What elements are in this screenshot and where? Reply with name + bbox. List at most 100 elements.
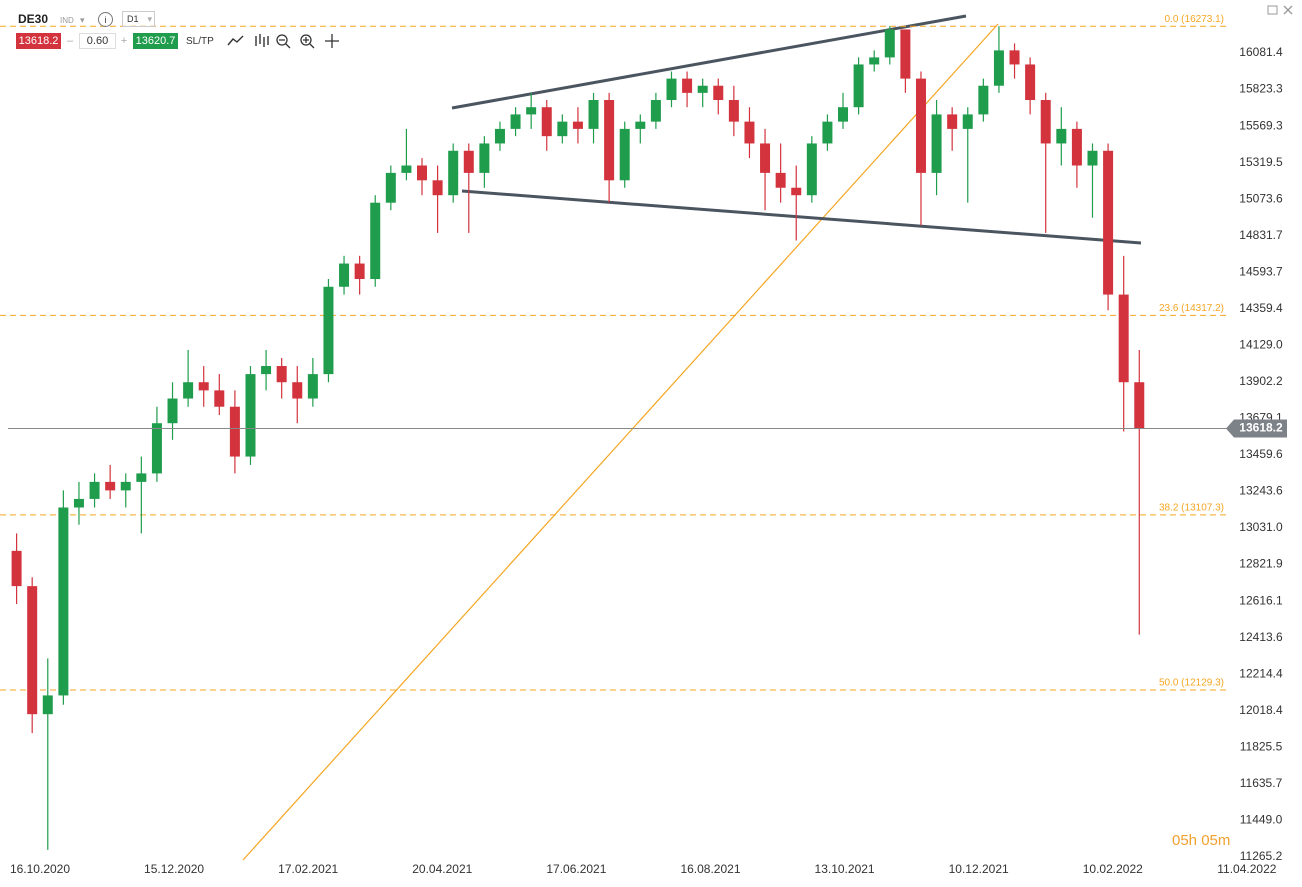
y-tick-label: 11635.7 (1240, 776, 1283, 790)
candle-body (245, 374, 256, 457)
interval-select[interactable]: D1 ▾ (122, 11, 155, 27)
chart-type-tool[interactable] (255, 34, 269, 47)
y-tick-label: 15073.6 (1239, 191, 1283, 205)
candle (572, 107, 583, 144)
candle (978, 78, 989, 122)
candle-body (619, 128, 630, 181)
candle-body (588, 100, 599, 129)
candle (120, 473, 131, 508)
candle (760, 128, 771, 211)
candle (744, 107, 755, 159)
x-tick-label: 10.02.2022 (1083, 862, 1143, 876)
candle (510, 107, 521, 137)
candle (962, 107, 973, 203)
x-tick-label: 16.08.2021 (680, 862, 740, 876)
candle (1009, 43, 1020, 79)
candle-body (105, 481, 116, 491)
y-tick-label: 11265.2 (1240, 849, 1283, 863)
candle (432, 165, 443, 233)
candle-body (650, 100, 661, 122)
candle-body (401, 165, 412, 173)
candle (370, 195, 381, 287)
y-tick-label: 15319.5 (1239, 155, 1283, 169)
dropdown-arrow[interactable]: ▾ (80, 14, 85, 25)
candle (682, 71, 693, 108)
pan-tool[interactable] (325, 34, 339, 48)
candle (1056, 107, 1067, 166)
y-tick-label: 11449.0 (1240, 813, 1283, 827)
candle-body (947, 114, 958, 129)
candle-body (900, 29, 911, 79)
candle (526, 92, 537, 129)
zoom-out[interactable] (276, 34, 291, 49)
x-tick-label: 10.12.2021 (949, 862, 1009, 876)
y-tick-label: 13459.6 (1239, 447, 1283, 461)
candle-body (915, 78, 926, 173)
candle (42, 658, 53, 850)
dropdown-arrow: ▾ (147, 13, 153, 24)
candle (1040, 92, 1051, 233)
candle (1134, 349, 1145, 635)
candle (167, 382, 178, 440)
info-icon[interactable]: i (98, 12, 113, 27)
candle (339, 255, 350, 295)
candle (713, 78, 724, 115)
symbol[interactable]: DE30 (18, 12, 49, 26)
candle (136, 456, 147, 534)
candle (58, 490, 69, 705)
candle (838, 92, 849, 129)
window-controls[interactable] (1267, 5, 1293, 15)
candle (619, 121, 630, 188)
candle-body (962, 114, 973, 129)
plus-button[interactable]: + (120, 35, 128, 47)
minus-button[interactable]: – (66, 35, 74, 47)
candle-body (666, 78, 677, 101)
draw-tool[interactable] (227, 35, 244, 46)
candle (588, 92, 599, 144)
candle-body (261, 366, 272, 375)
buy-button[interactable]: 13620.7 (133, 33, 178, 49)
last-price-tag (1226, 419, 1287, 438)
candle-body (339, 263, 350, 287)
candle (245, 366, 256, 465)
candle-body (11, 550, 22, 587)
candle (1087, 143, 1098, 218)
maximize-icon[interactable] (1267, 5, 1278, 15)
fib-label: 23.6 (14317.2) (1159, 303, 1224, 314)
candle-body (931, 114, 942, 173)
candle (884, 26, 895, 65)
candle (947, 107, 958, 151)
market: IND (60, 15, 74, 25)
candle (89, 473, 100, 508)
candle-body (775, 172, 786, 188)
candle-body (728, 100, 739, 122)
candle (307, 357, 318, 407)
candle-body (276, 366, 287, 383)
trend-line (451, 14, 967, 110)
sell-button[interactable]: 13618.2 (16, 33, 61, 49)
candle (557, 114, 568, 144)
candle-body (494, 128, 505, 144)
candle-body (1009, 50, 1020, 65)
candle (604, 92, 615, 203)
x-tick-label: 16.10.2020 (10, 862, 70, 876)
x-tick-label: 11.04.2022 (1217, 862, 1276, 876)
sltp-button[interactable]: SL/TP (186, 35, 214, 47)
candle-body (479, 143, 490, 173)
zoom-in[interactable] (300, 34, 315, 49)
candle (11, 533, 22, 604)
trend-line (242, 23, 999, 861)
candle-body (1103, 150, 1114, 295)
candle (417, 158, 428, 196)
y-tick-label: 13031.0 (1239, 520, 1283, 534)
candle-body (744, 121, 755, 144)
close-icon[interactable] (1283, 5, 1293, 15)
x-tick-label: 15.12.2020 (144, 862, 204, 876)
candle (354, 255, 365, 295)
candle-body (541, 107, 552, 137)
spread[interactable]: 0.60 (79, 33, 116, 49)
candle (261, 349, 272, 391)
candle (869, 50, 880, 72)
candle-body (526, 107, 537, 115)
candle-body (1071, 128, 1082, 166)
